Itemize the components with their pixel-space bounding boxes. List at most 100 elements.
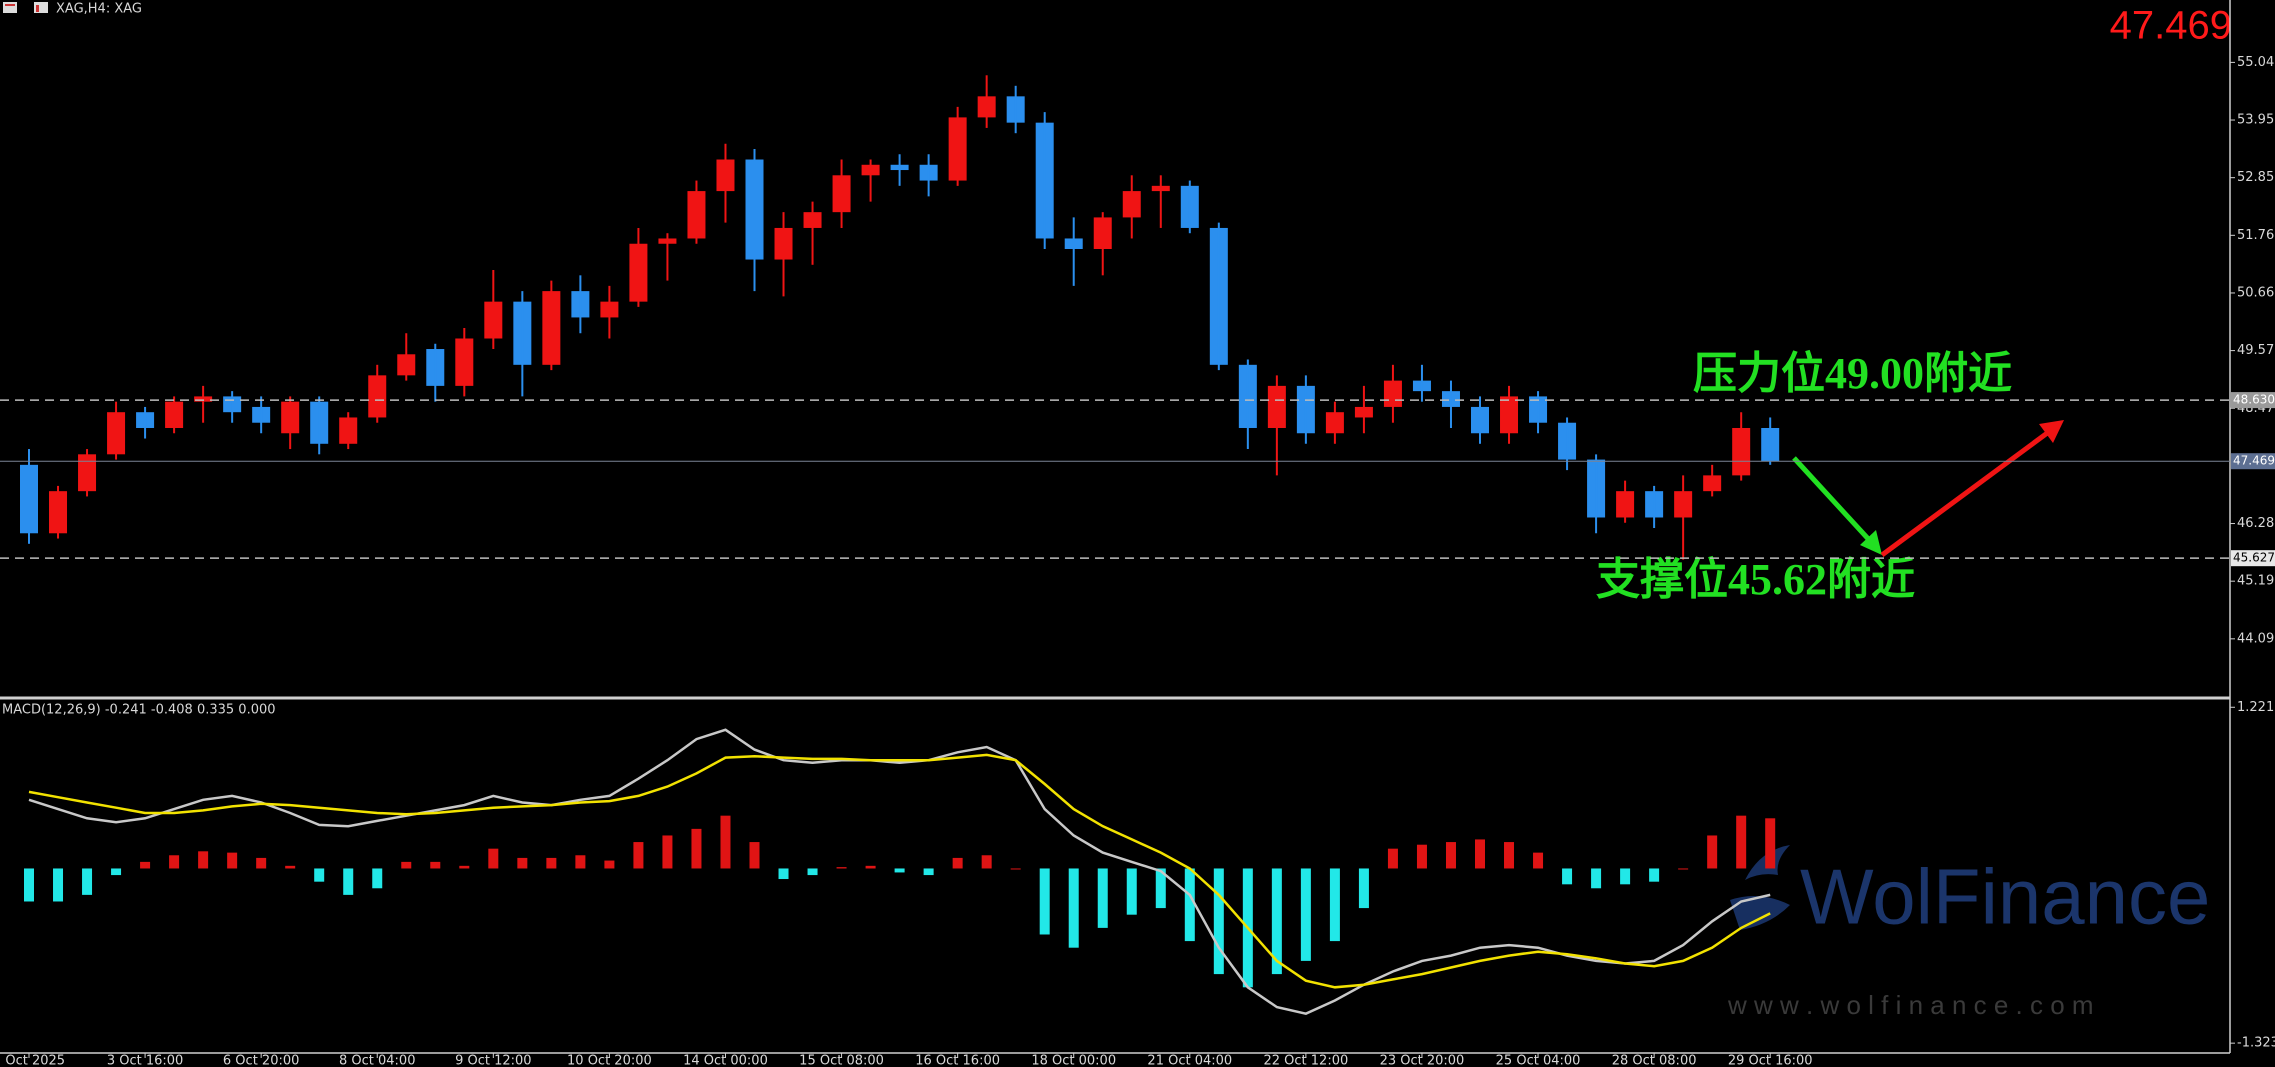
- histogram-bar: [1387, 848, 1398, 869]
- histogram-bar: [1271, 868, 1282, 975]
- histogram-bar: [1213, 868, 1224, 975]
- y-tick-label: 55.045: [2237, 55, 2275, 70]
- histogram-bar: [633, 842, 644, 869]
- histogram-bar: [923, 868, 934, 876]
- histogram-bar: [1765, 818, 1776, 869]
- level-label-box: [2231, 550, 2275, 567]
- histogram-bar: [1358, 868, 1369, 909]
- histogram-bar: [1329, 868, 1340, 942]
- level-label: 47.469: [2233, 454, 2275, 468]
- histogram-bar: [198, 851, 209, 869]
- annotation: 支撑位45.62附近: [1596, 555, 1915, 604]
- histogram-bar: [314, 868, 325, 882]
- histogram-bar: [285, 865, 296, 869]
- y-tick-label: 49.570: [2237, 343, 2275, 358]
- chart-title: XAG,H4: XAG: [56, 2, 142, 17]
- histogram-bar: [1097, 868, 1108, 928]
- histogram-bar: [1184, 868, 1195, 942]
- histogram-bar: [952, 857, 963, 869]
- histogram-bar: [1126, 868, 1137, 915]
- watermark-url: w w w . w o l f i n a n c e . c o m: [1727, 990, 2094, 1020]
- x-tick-label: 9 Oct 12:00: [455, 1054, 531, 1067]
- header: XAG,H4: XAG: [3, 2, 142, 17]
- arrow-down: [1792, 456, 1874, 545]
- x-tick-label: 22 Oct 12:00: [1264, 1054, 1349, 1067]
- level-label: 45.627: [2233, 551, 2275, 565]
- x-tick-label: 23 Oct 20:00: [1380, 1054, 1465, 1067]
- histogram-bar: [1416, 844, 1427, 869]
- histogram-bar: [169, 855, 180, 869]
- histogram-bar: [1010, 868, 1021, 870]
- histogram-bar: [1445, 842, 1456, 869]
- histogram-bar: [401, 861, 412, 869]
- x-tick-label: 8 Oct 04:00: [339, 1054, 415, 1067]
- x-tick-label: 25 Oct 04:00: [1496, 1054, 1581, 1067]
- x-tick-label: 28 Oct 08:00: [1612, 1054, 1697, 1067]
- y-tick-label: 44.095: [2237, 631, 2275, 646]
- histogram-bar: [343, 868, 354, 895]
- x-tick-label: 3 Oct 16:00: [107, 1054, 183, 1067]
- macd-title: MACD(12,26,9) -0.241 -0.408 0.335 0.000: [2, 703, 276, 718]
- signal-line: [28, 753, 1771, 989]
- y-tick-label: 50.665: [2237, 285, 2275, 300]
- histogram-bar: [546, 857, 557, 869]
- histogram-bar: [430, 861, 441, 869]
- histogram-bar: [1039, 868, 1050, 935]
- histogram-bar: [256, 857, 267, 869]
- histogram-bar: [53, 868, 64, 902]
- x-tick-label: 14 Oct 00:00: [683, 1054, 768, 1067]
- histogram-bar: [372, 868, 383, 889]
- level-label-box: [2231, 453, 2275, 470]
- histogram-bar: [1649, 868, 1660, 882]
- histogram-bar: [778, 868, 789, 880]
- histogram-bar: [691, 828, 702, 869]
- level-label: 48.630: [2233, 393, 2275, 407]
- histogram-bar: [82, 868, 93, 895]
- x-tick-label: 16 Oct 16:00: [915, 1054, 1000, 1067]
- arrows: [1792, 420, 2064, 558]
- x-tick-label: 21 Oct 04:00: [1147, 1054, 1232, 1067]
- histogram-bar: [836, 867, 847, 869]
- y-tick-label: 53.950: [2237, 113, 2275, 128]
- y-tick-label: 51.760: [2237, 228, 2275, 243]
- histogram-bar: [227, 852, 238, 869]
- histogram-bar: [575, 855, 586, 869]
- y-tick-label: 1.221: [2237, 700, 2274, 715]
- histogram-bar: [749, 842, 760, 869]
- x-tick-label: 2 Oct 2025: [0, 1054, 65, 1067]
- histogram-bar: [1562, 868, 1573, 885]
- histogram-bar: [1678, 868, 1689, 870]
- current-price: 47.469: [2110, 4, 2232, 48]
- histogram-bar: [1533, 852, 1544, 869]
- histogram-bar: [1707, 835, 1718, 869]
- histogram-bar: [662, 835, 673, 869]
- histogram-bar: [604, 860, 615, 869]
- x-tick-label: 18 Oct 00:00: [1031, 1054, 1116, 1067]
- histogram-bar: [1504, 842, 1515, 869]
- icon: [36, 5, 39, 12]
- histogram-bar: [807, 868, 818, 876]
- histogram-bar: [1068, 868, 1079, 948]
- y-tick-label: 46.285: [2237, 516, 2275, 531]
- watermark-brand: WolFinance: [1800, 853, 2210, 941]
- x-tick-label: 15 Oct 08:00: [799, 1054, 884, 1067]
- x-tick-label: 29 Oct 16:00: [1728, 1054, 1813, 1067]
- histogram-bar: [1620, 868, 1631, 885]
- arrowhead: [1860, 530, 1882, 555]
- histogram-bar: [1475, 839, 1485, 869]
- arrow-up: [1880, 428, 2052, 558]
- macd-line: [28, 728, 1771, 1016]
- histogram-bar: [1155, 868, 1166, 909]
- histogram-bar: [1300, 868, 1311, 961]
- histogram-bar: [24, 868, 34, 902]
- y-tick-label: 52.855: [2237, 170, 2275, 185]
- histogram-bar: [459, 865, 470, 869]
- x-tick-label: 10 Oct 20:00: [567, 1054, 652, 1067]
- watermark: WolFinance w w w . w o l f i n a n c e .…: [1727, 845, 2210, 1020]
- icon: [34, 2, 48, 13]
- histogram-bar: [865, 865, 876, 869]
- icon: [5, 4, 15, 6]
